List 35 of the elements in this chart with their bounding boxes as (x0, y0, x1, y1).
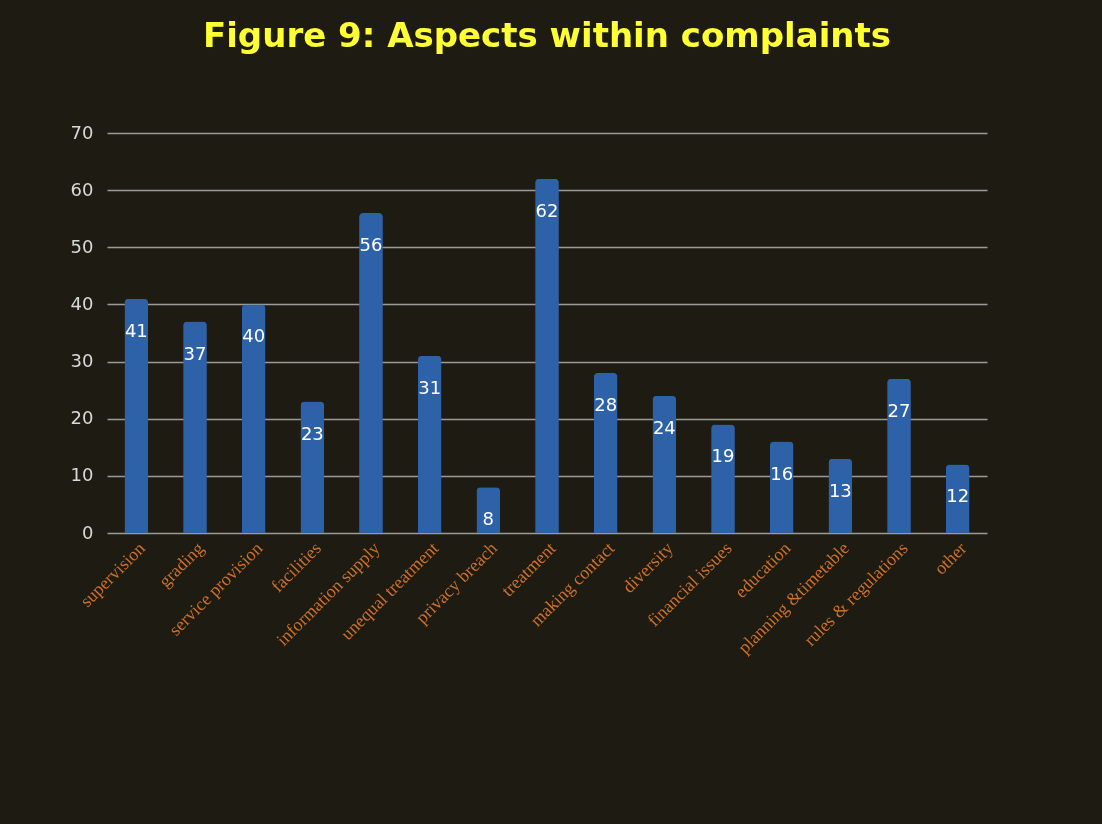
data-label: 27 (887, 399, 911, 421)
x-tick-label: other (930, 538, 971, 579)
chart-title: Figure 9: Aspects within complaints (202, 15, 892, 55)
data-label: 28 (594, 394, 618, 415)
data-label: 16 (770, 462, 794, 484)
data-label: 62 (535, 199, 559, 221)
data-label: 23 (300, 422, 324, 444)
y-tick-label: 50 (70, 235, 94, 257)
data-label: 8 (482, 508, 495, 530)
y-tick-label: 10 (70, 464, 94, 486)
data-label: 37 (183, 342, 207, 364)
bar (359, 213, 383, 533)
y-tick-label: 70 (70, 121, 94, 143)
bar (183, 321, 207, 533)
data-label: 41 (124, 319, 148, 341)
bar (300, 401, 325, 533)
data-label: 40 (242, 325, 266, 347)
y-tick-label: 60 (70, 178, 94, 200)
bar (769, 441, 794, 533)
bar (593, 373, 618, 533)
bar (241, 304, 266, 533)
data-label: 13 (828, 479, 852, 501)
data-label: 19 (711, 445, 735, 467)
bar (652, 395, 677, 533)
data-label: 24 (652, 416, 676, 438)
y-tick-label: 0 (82, 521, 94, 543)
y-tick-label: 30 (70, 350, 94, 372)
data-label: 31 (418, 376, 442, 398)
data-label: 56 (359, 234, 383, 255)
y-tick-label: 20 (70, 407, 94, 429)
bar (124, 298, 149, 533)
bar (535, 178, 559, 533)
bar (417, 355, 442, 533)
data-label: 12 (946, 485, 970, 507)
y-tick-label: 40 (70, 292, 94, 314)
